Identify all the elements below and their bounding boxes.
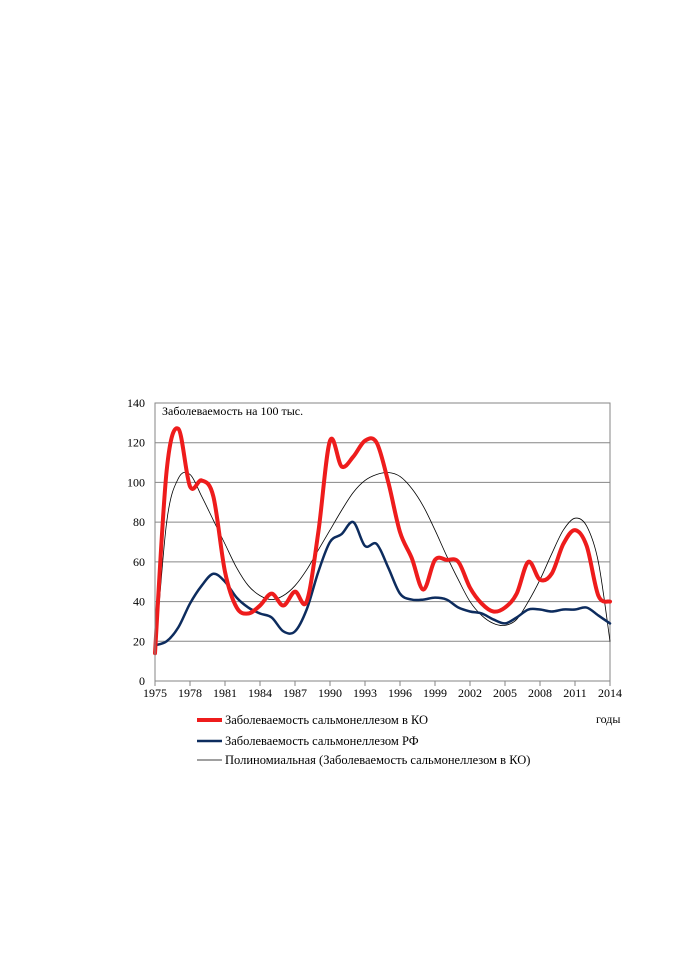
plot-area <box>154 402 611 682</box>
gridlines <box>155 442 610 642</box>
x-tick-label: 1990 <box>318 686 342 700</box>
y-tick-label: 40 <box>133 595 145 609</box>
x-tick-label: 1978 <box>178 686 202 700</box>
axes <box>154 403 611 686</box>
x-tick-label: 2014 <box>598 686 622 700</box>
chart-annotation: Заболеваемость на 100 тыс. <box>162 404 303 418</box>
x-tick-label: 1975 <box>143 686 167 700</box>
x-tick-label: 2002 <box>458 686 482 700</box>
y-tick-label: 20 <box>133 634 145 648</box>
y-tick-labels: 0 20 40 60 80 100 120 140 <box>127 396 145 688</box>
x-tick-label: 2011 <box>563 686 587 700</box>
x-axis-label: годы <box>596 712 620 726</box>
x-tick-labels: 1975 1978 1981 1984 1987 1990 1993 1996 1999 2002… <box>143 686 622 700</box>
x-tick-label: 2008 <box>528 686 552 700</box>
series-line-ko <box>153 426 612 656</box>
y-tick-label: 60 <box>133 555 145 569</box>
x-tick-label: 1981 <box>213 686 237 700</box>
legend: Заболеваемость сальмонеллезом в КО Забол… <box>197 713 530 767</box>
x-tick-label: 1999 <box>423 686 447 700</box>
series-layer <box>153 426 612 658</box>
y-tick-label: 140 <box>127 396 145 410</box>
y-tick-label: 120 <box>127 436 145 450</box>
x-tick-label: 1996 <box>388 686 412 700</box>
x-tick-label: 1984 <box>248 686 272 700</box>
x-tick-label: 1987 <box>283 686 307 700</box>
y-tick-label: 0 <box>139 674 145 688</box>
x-tick-label: 2005 <box>493 686 517 700</box>
y-tick-label: 100 <box>127 475 145 489</box>
series-line-poly-trend <box>154 471 611 658</box>
legend-label-ko: Заболеваемость сальмонеллезом в КО <box>225 713 428 727</box>
legend-label-poly: Полиномиальная (Заболеваемость сальмонел… <box>225 753 530 767</box>
y-tick-label: 80 <box>133 515 145 529</box>
legend-label-rf: Заболеваемость сальмонеллезом РФ <box>225 734 419 748</box>
x-tick-label: 1993 <box>353 686 377 700</box>
